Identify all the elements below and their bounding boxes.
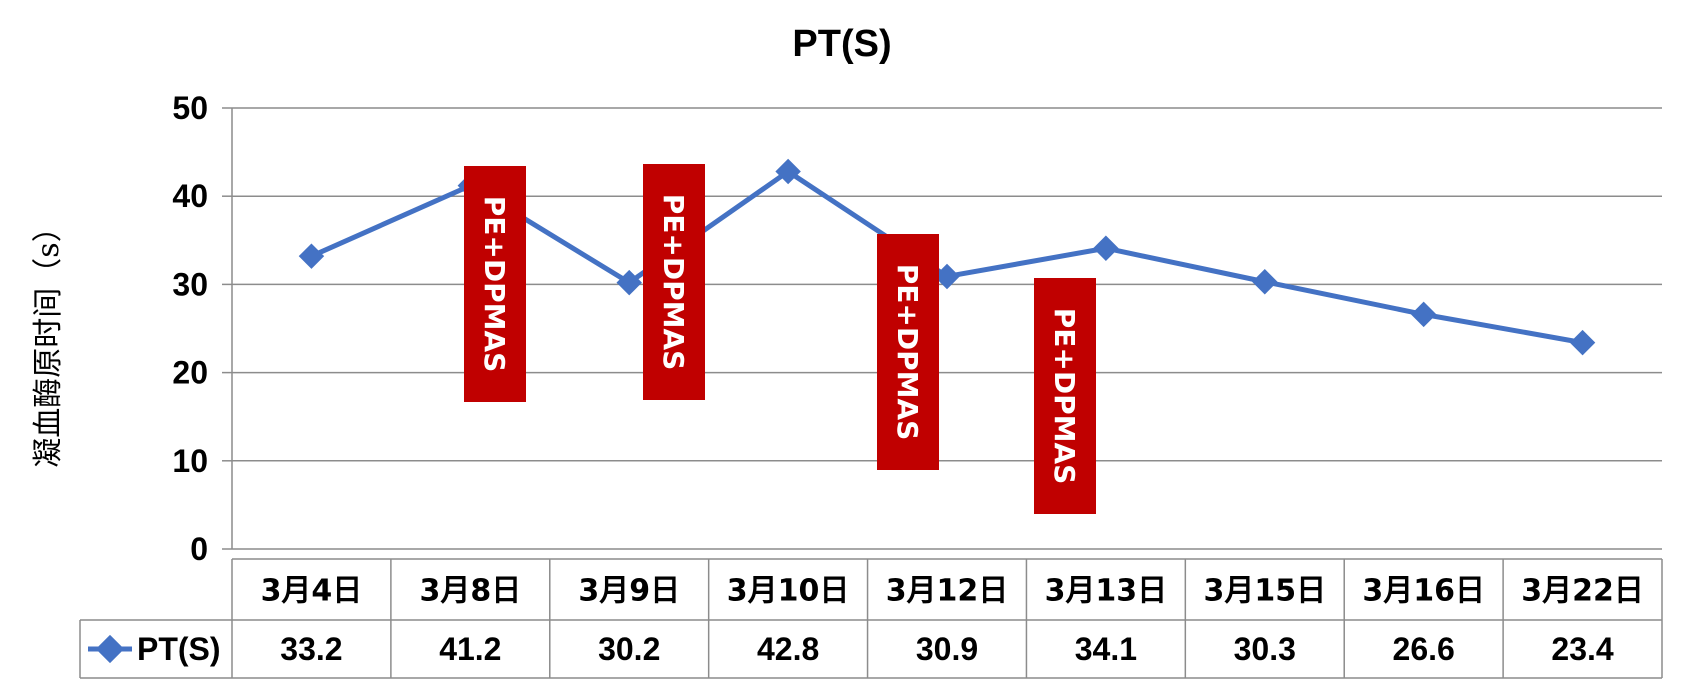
table-value: 41.2 (439, 631, 501, 667)
gridlines (222, 107, 1662, 550)
y-tick-label: 10 (172, 443, 208, 479)
data-point (1252, 269, 1278, 295)
data-point (1569, 329, 1596, 356)
category-label: 3月12日 (886, 574, 1009, 609)
data-point (1410, 301, 1437, 328)
legend-label: PT(S) (137, 631, 221, 667)
category-label: 3月9日 (578, 574, 680, 609)
table-value: 23.4 (1551, 631, 1613, 667)
table-value: 33.2 (280, 631, 342, 667)
data-point (775, 158, 801, 185)
table-value: 30.2 (598, 631, 660, 667)
table-value: 30.3 (1234, 631, 1296, 667)
category-label: 3月22日 (1521, 574, 1644, 609)
category-label: 3月16日 (1362, 574, 1485, 609)
annotations: PE+DPMAS PE+DPMAS PE+DPMAS PE+DPMAS (464, 164, 1096, 514)
y-tick-labels: 0 10 20 30 40 50 (172, 90, 208, 567)
treatment-annotation-label: PE+DPMAS (1048, 308, 1081, 485)
data-point (934, 263, 960, 290)
y-tick-label: 30 (172, 266, 208, 302)
data-point (1093, 235, 1119, 261)
y-tick-label: 20 (172, 355, 208, 391)
table-value: 30.9 (916, 631, 978, 667)
table-value: 42.8 (757, 631, 819, 667)
treatment-annotation-box (1034, 278, 1096, 514)
treatment-annotation-label: PE+DPMAS (657, 194, 690, 371)
y-tick-label: 40 (172, 178, 208, 214)
treatment-annotation-label: PE+DPMAS (891, 264, 924, 441)
treatment-annotation-box (877, 234, 939, 470)
treatment-annotation-label: PE+DPMAS (478, 196, 511, 373)
category-label: 3月10日 (727, 574, 850, 609)
y-tick-label: 50 (172, 90, 208, 126)
legend-marker (95, 634, 125, 664)
y-axis-label: 凝血酶原时间（s） (31, 212, 66, 467)
treatment-annotation-box (464, 166, 526, 402)
table-value: 26.6 (1393, 631, 1455, 667)
data-point (298, 243, 325, 269)
category-label: 3月15日 (1203, 574, 1326, 609)
category-label: 3月13日 (1045, 574, 1168, 609)
y-tick-label: 0 (190, 531, 208, 567)
chart-title: PT(S) (792, 23, 891, 65)
category-label: 3月4日 (261, 574, 363, 609)
data-table: 3月4日 33.2 3月8日 41.2 3月9日 30.2 3月10日 42.8 3月12日 30… (79, 558, 1663, 679)
table-value: 34.1 (1075, 631, 1137, 667)
treatment-annotation-box (643, 164, 705, 400)
category-label: 3月8日 (419, 574, 521, 609)
data-point (616, 269, 642, 296)
